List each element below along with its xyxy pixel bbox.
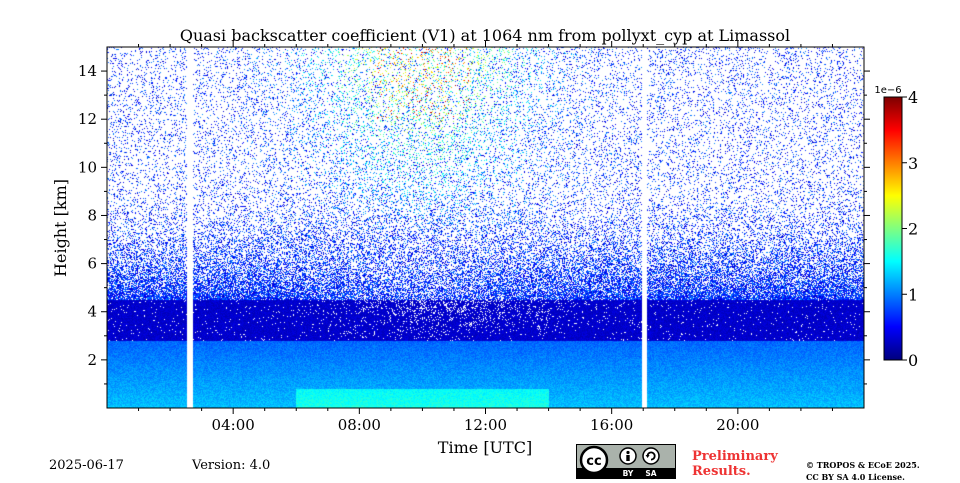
x-tick-label: 04:00 <box>212 416 255 434</box>
y-tick-label: 4 <box>87 303 97 321</box>
x-tick-label: 20:00 <box>716 416 759 434</box>
colorbar-gradient <box>884 97 902 360</box>
axis-ticks: 04:00 08:00 12:00 16:00 20:00 2 4 6 8 10 12 14 <box>78 41 870 434</box>
cc-license-badge[interactable]: cc BY SA <box>576 444 676 479</box>
cc-license-logo: cc BY SA <box>579 445 660 478</box>
cc-circle-icon <box>579 445 609 475</box>
copyright-note: © TROPOS & ECoE 2025. CC BY SA 4.0 Licen… <box>806 459 920 483</box>
preliminary-line-1: Preliminary <box>692 449 778 464</box>
x-tick-label: 08:00 <box>338 416 381 434</box>
y-tick-label: 8 <box>87 206 97 224</box>
y-tick-label: 14 <box>78 62 97 80</box>
y-tick-label: 12 <box>78 110 97 128</box>
cc-main-label: cc <box>586 454 601 469</box>
y-axis-label: Height [km] <box>51 179 70 277</box>
y-tick-label: 2 <box>87 351 97 369</box>
cc-sa-label: SA <box>645 469 656 478</box>
footer-version: Version: 4.0 <box>192 458 271 473</box>
y-tick-label: 6 <box>87 255 97 273</box>
chart-title: Quasi backscatter coefficient (V1) at 10… <box>180 26 790 45</box>
heatmap-area <box>107 47 864 408</box>
colorbar-tick-label: 3 <box>908 154 918 173</box>
preliminary-line-2: Results. <box>692 464 751 479</box>
y-tick-label: 10 <box>78 158 97 176</box>
person-icon <box>619 447 637 465</box>
colorbar-tick-label: 0 <box>908 351 918 370</box>
copyright-line-2: CC BY SA 4.0 License. <box>806 472 905 482</box>
preliminary-results-note: Preliminary Results. <box>692 449 778 479</box>
x-axis-label: Time [UTC] <box>438 438 532 457</box>
copyright-line-1: © TROPOS & ECoE 2025. <box>806 460 920 470</box>
colorbar-tick-label: 1 <box>908 285 918 304</box>
share-alike-icon <box>642 447 660 465</box>
colorbar-scale-label: 1e−6 <box>874 85 901 96</box>
colorbar-ticks: 0 1 2 3 4 <box>902 88 918 370</box>
cc-by-label: BY <box>623 469 634 478</box>
footer-date: 2025-06-17 <box>49 458 124 473</box>
colorbar-tick-label: 4 <box>908 88 918 107</box>
backscatter-heatmap <box>107 47 864 408</box>
colorbar-area <box>884 97 902 360</box>
colorbar-tick-label: 2 <box>908 220 918 239</box>
x-tick-label: 16:00 <box>590 416 633 434</box>
x-tick-label: 12:00 <box>464 416 507 434</box>
